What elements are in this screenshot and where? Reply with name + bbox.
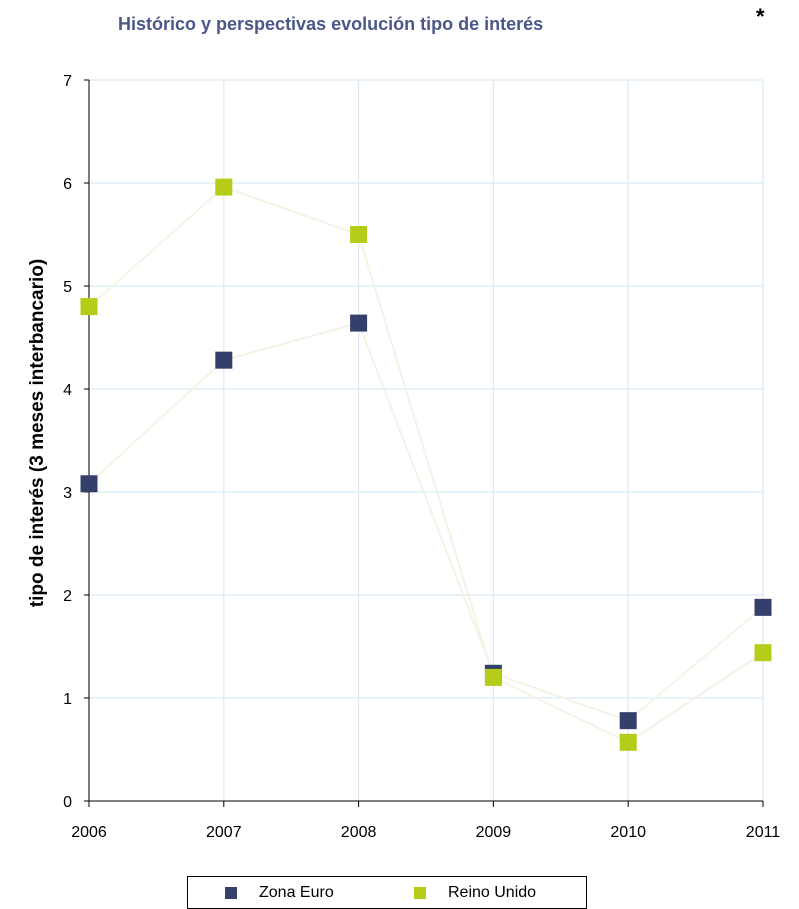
series-line <box>88 185 764 744</box>
x-tick-label: 2010 <box>610 824 646 841</box>
x-tick-label: 2009 <box>476 824 512 841</box>
legend-swatch-reino-unido <box>414 887 426 899</box>
data-point-zona-euro <box>619 712 637 730</box>
series-lines <box>88 185 764 744</box>
data-point-zona-euro <box>754 598 772 616</box>
data-point-reino-unido <box>754 644 772 662</box>
legend-item-reino-unido: Reino Unido <box>414 884 536 902</box>
y-tick-label: 3 <box>63 485 72 502</box>
legend-label-reino-unido: Reino Unido <box>448 884 537 901</box>
y-tick-label: 4 <box>63 382 72 399</box>
x-tick-label: 2007 <box>206 824 242 841</box>
data-point-reino-unido <box>80 298 98 316</box>
legend-label-zona-euro: Zona Euro <box>259 884 334 901</box>
legend-item-zona-euro: Zona Euro <box>225 884 334 902</box>
y-tick-label: 7 <box>63 73 72 90</box>
data-point-zona-euro <box>350 314 368 332</box>
data-point-reino-unido <box>619 733 637 751</box>
chart-title: Histórico y perspectivas evolución tipo … <box>118 14 544 34</box>
x-tick-label: 2011 <box>746 824 781 841</box>
axes <box>84 79 764 807</box>
title-asterisk: * <box>756 4 765 29</box>
y-tick-label: 2 <box>63 588 72 605</box>
data-point-zona-euro <box>215 351 233 369</box>
legend-swatch-zona-euro <box>225 887 237 899</box>
tick-labels: 0 1 2 3 4 5 6 7 2006 2007 2008 2009 2010 2011 <box>63 73 780 841</box>
data-point-zona-euro <box>80 475 98 493</box>
x-tick-label: 2008 <box>341 824 377 841</box>
data-point-reino-unido <box>350 226 368 243</box>
data-points <box>80 178 772 751</box>
y-tick-label: 1 <box>63 691 72 708</box>
x-tick-label: 2006 <box>71 824 107 841</box>
series-line <box>88 321 764 722</box>
y-tick-label: 0 <box>63 794 72 811</box>
data-point-reino-unido <box>215 178 233 196</box>
data-point-reino-unido <box>484 668 502 686</box>
y-tick-label: 5 <box>63 279 72 296</box>
y-tick-label: 6 <box>63 176 72 193</box>
legend: Zona Euro Reino Unido <box>187 876 587 909</box>
